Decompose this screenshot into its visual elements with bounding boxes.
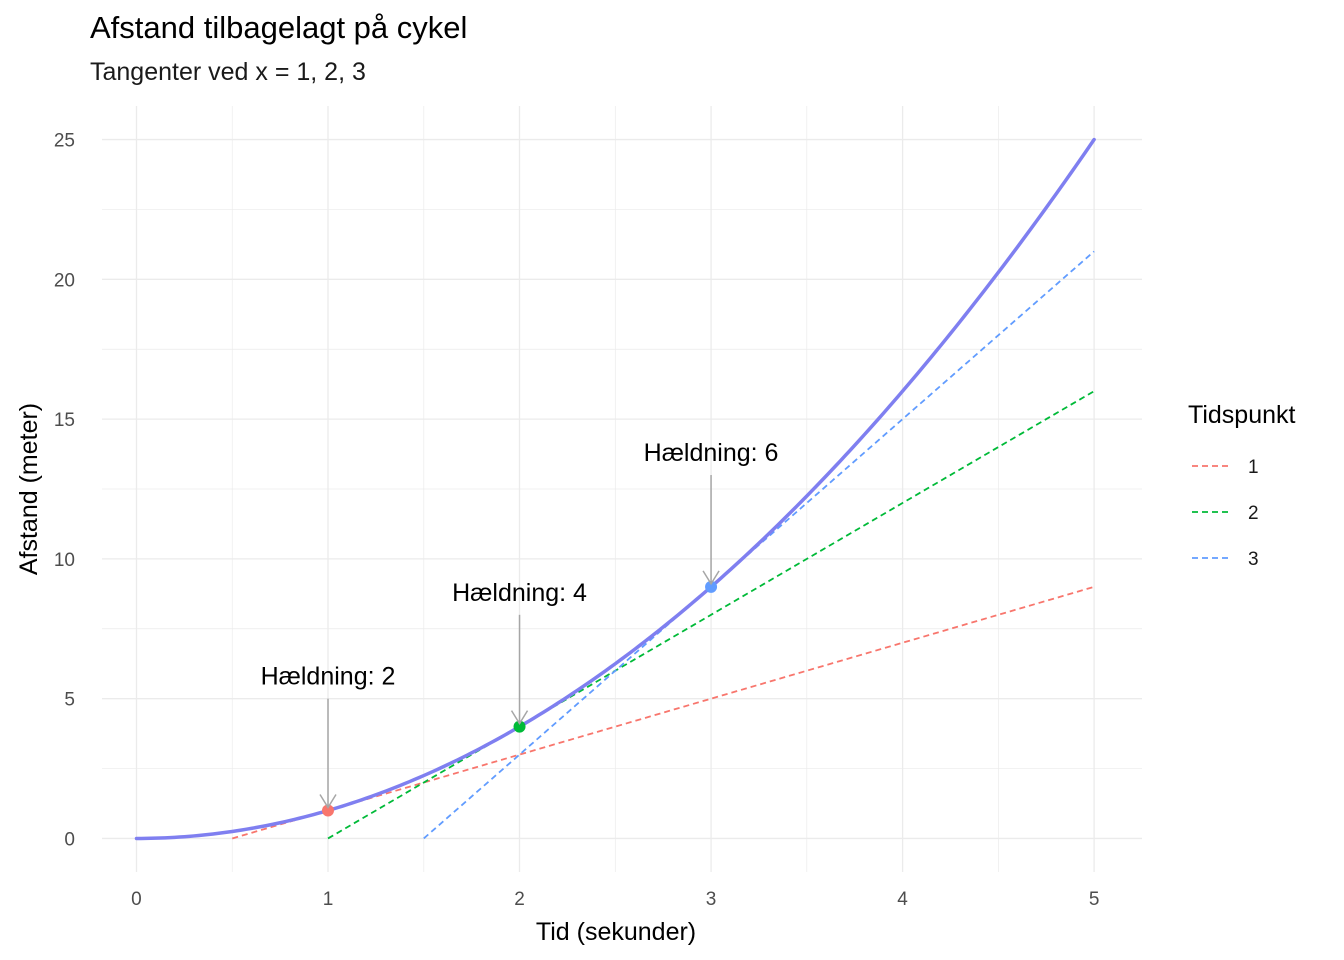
y-axis-title: Afstand (meter)	[15, 403, 43, 575]
annotation-arrowhead-3	[702, 570, 720, 586]
x-axis-ticks: 0 1 2 3 4 5	[131, 889, 1099, 910]
x-tick-label: 1	[323, 889, 334, 910]
chart-title: Afstand tilbagelagt på cykel	[90, 10, 468, 45]
legend: Tidspunkt 1 2 3	[1188, 401, 1296, 570]
x-tick-label: 3	[706, 889, 717, 910]
y-tick-label: 20	[54, 270, 75, 291]
legend-label-2: 2	[1248, 503, 1259, 524]
distance-curve	[134, 137, 1096, 841]
y-tick-label: 25	[54, 131, 75, 152]
tangent-line-2	[327, 390, 1095, 840]
y-tick-label: 0	[64, 829, 75, 850]
annotation-arrowhead-1	[319, 794, 337, 809]
x-tick-label: 2	[514, 889, 525, 910]
y-tick-label: 5	[64, 690, 75, 711]
tangent-lines	[231, 250, 1095, 840]
legend-label-1: 1	[1248, 457, 1259, 478]
chart-subtitle: Tangenter ved x = 1, 2, 3	[90, 58, 366, 86]
y-tick-label: 10	[54, 550, 75, 571]
y-axis-ticks: 0 5 10 15 20 25	[54, 131, 75, 851]
x-tick-label: 0	[131, 889, 142, 910]
slope-annotations: Hældning: 2 Hældning: 4 Hældning: 6	[261, 439, 779, 809]
tangent-point-1	[322, 804, 335, 817]
annotation-label-2: Hældning: 4	[452, 579, 587, 607]
grid-lines	[102, 106, 1142, 872]
x-tick-label: 5	[1089, 889, 1100, 910]
tangent-point-2	[513, 720, 526, 733]
tangent-points	[322, 580, 718, 817]
distance-curve-line	[134, 137, 1096, 841]
x-tick-label: 4	[897, 889, 908, 910]
annotation-label-1: Hældning: 2	[261, 663, 396, 691]
annotation-arrowhead-2	[510, 710, 529, 726]
x-axis-title: Tid (sekunder)	[536, 918, 696, 946]
legend-title: Tidspunkt	[1188, 401, 1296, 429]
tangent-point-3	[705, 580, 718, 593]
y-tick-label: 15	[54, 410, 75, 431]
legend-label-3: 3	[1248, 549, 1259, 570]
annotation-label-3: Hældning: 6	[644, 439, 779, 467]
